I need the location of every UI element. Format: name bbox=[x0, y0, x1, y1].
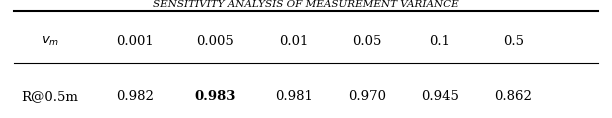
Text: 0.970: 0.970 bbox=[348, 90, 386, 103]
Text: R@0.5m: R@0.5m bbox=[21, 90, 78, 103]
Text: 0.981: 0.981 bbox=[275, 90, 313, 103]
Text: 0.862: 0.862 bbox=[494, 90, 532, 103]
Text: 0.05: 0.05 bbox=[353, 35, 382, 48]
Text: 0.982: 0.982 bbox=[116, 90, 154, 103]
Text: $v_m$: $v_m$ bbox=[41, 35, 59, 48]
Text: 0.945: 0.945 bbox=[421, 90, 459, 103]
Text: 0.005: 0.005 bbox=[196, 35, 234, 48]
Text: 0.001: 0.001 bbox=[116, 35, 154, 48]
Text: 0.5: 0.5 bbox=[502, 35, 524, 48]
Text: 0.983: 0.983 bbox=[194, 90, 235, 103]
Text: 0.1: 0.1 bbox=[430, 35, 450, 48]
Text: 0.01: 0.01 bbox=[279, 35, 308, 48]
Text: SENSITIVITY ANALYSIS OF MEASUREMENT VARIANCE: SENSITIVITY ANALYSIS OF MEASUREMENT VARI… bbox=[153, 0, 459, 9]
